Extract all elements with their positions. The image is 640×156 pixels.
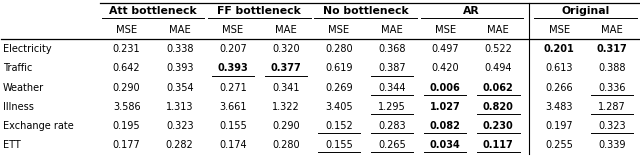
Text: MAE: MAE	[488, 25, 509, 35]
Text: MSE: MSE	[222, 25, 243, 35]
Text: 0.393: 0.393	[218, 63, 248, 73]
Text: 0.344: 0.344	[378, 83, 406, 93]
Text: 3.661: 3.661	[219, 102, 246, 112]
Text: Original: Original	[561, 6, 610, 16]
Text: 0.336: 0.336	[598, 83, 626, 93]
Text: 0.339: 0.339	[598, 140, 626, 150]
Text: 0.195: 0.195	[113, 121, 140, 131]
Text: 0.155: 0.155	[325, 140, 353, 150]
Text: 0.341: 0.341	[272, 83, 300, 93]
Text: 1.322: 1.322	[272, 102, 300, 112]
Text: Traffic: Traffic	[3, 63, 32, 73]
Text: 0.522: 0.522	[484, 44, 512, 54]
Text: 0.642: 0.642	[113, 63, 140, 73]
Text: 0.255: 0.255	[545, 140, 573, 150]
Text: 1.027: 1.027	[430, 102, 461, 112]
Text: 0.387: 0.387	[378, 63, 406, 73]
Text: 0.283: 0.283	[378, 121, 406, 131]
Text: 0.388: 0.388	[598, 63, 626, 73]
Text: 3.405: 3.405	[325, 102, 353, 112]
Text: 0.266: 0.266	[545, 83, 573, 93]
Text: 0.231: 0.231	[113, 44, 140, 54]
Text: 0.320: 0.320	[272, 44, 300, 54]
Text: Electricity: Electricity	[3, 44, 51, 54]
Text: FF bottleneck: FF bottleneck	[218, 6, 301, 16]
Text: 1.287: 1.287	[598, 102, 626, 112]
Text: 0.323: 0.323	[166, 121, 193, 131]
Text: 0.368: 0.368	[378, 44, 406, 54]
Text: 0.393: 0.393	[166, 63, 193, 73]
Text: 0.317: 0.317	[596, 44, 628, 54]
Text: 0.230: 0.230	[483, 121, 514, 131]
Text: 0.420: 0.420	[431, 63, 459, 73]
Text: 3.586: 3.586	[113, 102, 140, 112]
Text: 0.082: 0.082	[430, 121, 461, 131]
Text: 0.497: 0.497	[431, 44, 459, 54]
Text: MSE: MSE	[435, 25, 456, 35]
Text: 0.271: 0.271	[219, 83, 246, 93]
Text: 0.006: 0.006	[430, 83, 461, 93]
Text: 0.323: 0.323	[598, 121, 626, 131]
Text: No bottleneck: No bottleneck	[323, 6, 408, 16]
Text: 0.265: 0.265	[378, 140, 406, 150]
Text: MSE: MSE	[548, 25, 570, 35]
Text: 1.313: 1.313	[166, 102, 193, 112]
Text: AR: AR	[463, 6, 480, 16]
Text: 0.820: 0.820	[483, 102, 514, 112]
Text: 1.295: 1.295	[378, 102, 406, 112]
Text: 0.290: 0.290	[272, 121, 300, 131]
Text: MAE: MAE	[169, 25, 191, 35]
Text: 0.619: 0.619	[325, 63, 353, 73]
Text: Att bottleneck: Att bottleneck	[109, 6, 197, 16]
Text: MSE: MSE	[328, 25, 349, 35]
Text: 0.269: 0.269	[325, 83, 353, 93]
Text: 0.177: 0.177	[113, 140, 141, 150]
Text: 0.338: 0.338	[166, 44, 193, 54]
Text: Weather: Weather	[3, 83, 44, 93]
Text: 3.483: 3.483	[545, 102, 573, 112]
Text: 0.034: 0.034	[430, 140, 461, 150]
Text: 0.280: 0.280	[325, 44, 353, 54]
Text: 0.152: 0.152	[325, 121, 353, 131]
Text: 0.354: 0.354	[166, 83, 193, 93]
Text: 0.155: 0.155	[219, 121, 246, 131]
Text: MAE: MAE	[602, 25, 623, 35]
Text: ETT: ETT	[3, 140, 20, 150]
Text: 0.377: 0.377	[271, 63, 301, 73]
Text: 0.207: 0.207	[219, 44, 246, 54]
Text: 0.174: 0.174	[219, 140, 246, 150]
Text: 0.282: 0.282	[166, 140, 194, 150]
Text: 0.117: 0.117	[483, 140, 514, 150]
Text: 0.613: 0.613	[545, 63, 573, 73]
Text: Exchange rate: Exchange rate	[3, 121, 74, 131]
Text: 0.062: 0.062	[483, 83, 514, 93]
Text: 0.197: 0.197	[545, 121, 573, 131]
Text: 0.201: 0.201	[544, 44, 575, 54]
Text: 0.494: 0.494	[484, 63, 512, 73]
Text: Illness: Illness	[3, 102, 33, 112]
Text: MAE: MAE	[275, 25, 297, 35]
Text: 0.290: 0.290	[113, 83, 140, 93]
Text: 0.280: 0.280	[272, 140, 300, 150]
Text: MAE: MAE	[381, 25, 403, 35]
Text: MSE: MSE	[116, 25, 137, 35]
